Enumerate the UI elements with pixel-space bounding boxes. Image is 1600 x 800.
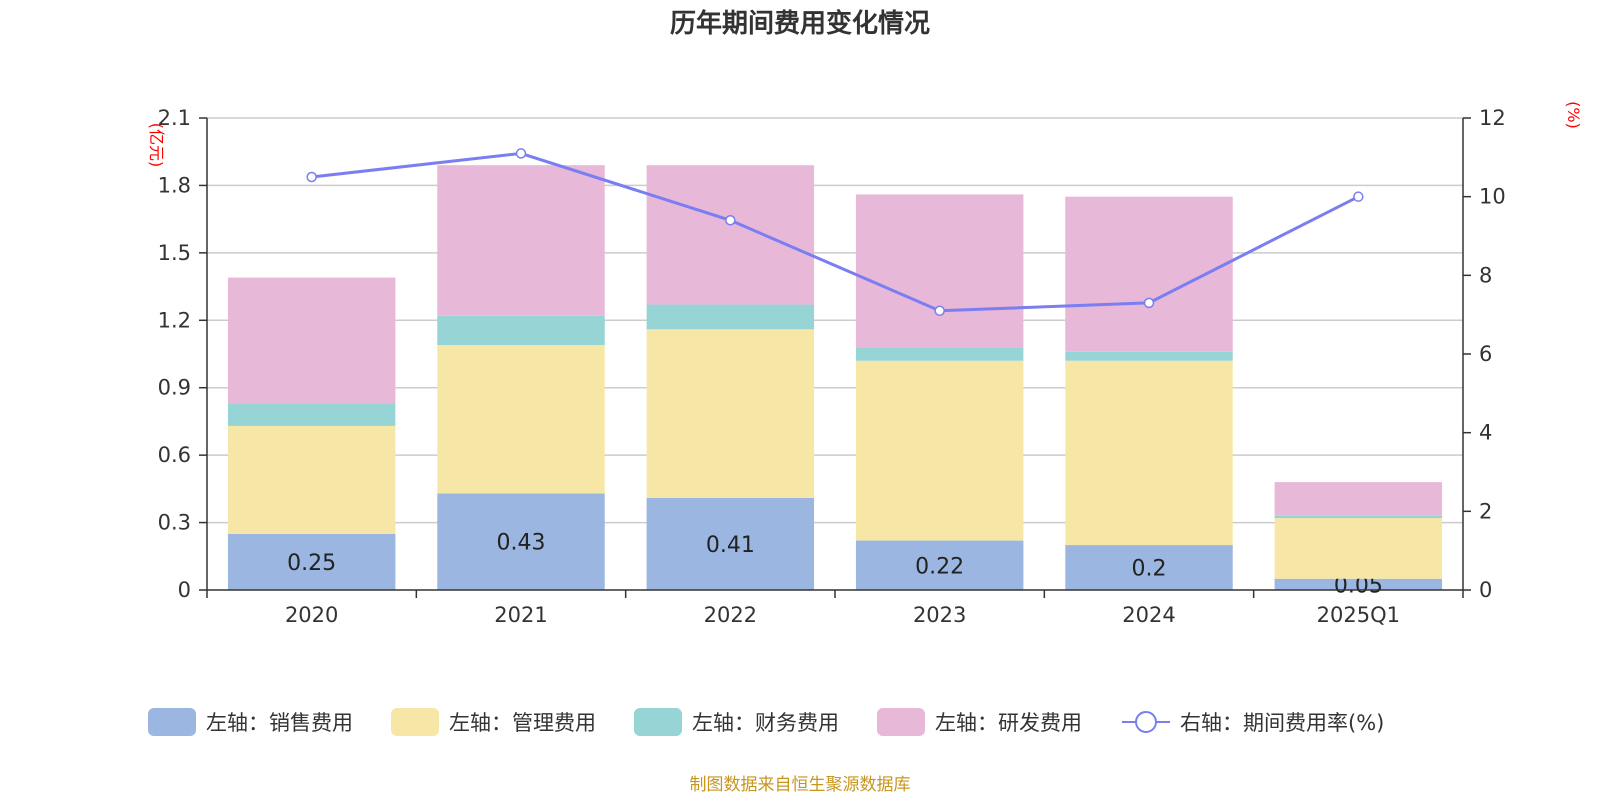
bars: 0.250.43 0.410.22 0.20.05 — [227, 165, 1443, 598]
right-tick-label: 4 — [1479, 421, 1492, 445]
bar-segment — [227, 533, 396, 590]
bar-segment — [1065, 545, 1233, 590]
legend-swatch — [634, 708, 682, 736]
legend-label: 左轴：销售费用 — [206, 711, 353, 735]
grid — [207, 117, 1463, 524]
right-tick-label: 2 — [1479, 499, 1492, 523]
bar-segment — [227, 277, 396, 404]
bar-segment — [1065, 360, 1233, 546]
right-tick-label: 0 — [1479, 578, 1492, 602]
data-label: 0.43 — [497, 531, 546, 556]
left-axis-unit: (亿元) — [147, 123, 166, 168]
bar-segment — [1274, 515, 1443, 519]
line-point — [1353, 191, 1364, 202]
right-tick-label: 12 — [1479, 106, 1506, 130]
right-axis-unit: (%) — [1564, 101, 1583, 129]
left-tick-label: 1.5 — [158, 241, 191, 265]
legend-label: 左轴：财务费用 — [692, 711, 839, 735]
line-point — [306, 171, 317, 183]
line-point — [725, 215, 736, 226]
data-label: 0.22 — [915, 554, 964, 579]
expense-rate-line — [306, 148, 1364, 316]
bar-segment — [646, 165, 815, 305]
legend-marker — [1135, 711, 1157, 733]
legend-label: 右轴：期间费用率(%) — [1180, 711, 1384, 735]
data-label: 0.41 — [706, 533, 755, 558]
right-tick-label: 8 — [1479, 263, 1492, 287]
x-tick-label: 2022 — [704, 603, 757, 627]
left-tick-label: 0 — [178, 578, 191, 602]
legend-label: 左轴：管理费用 — [449, 711, 596, 735]
left-tick-label: 1.8 — [158, 173, 191, 197]
bar-segment — [855, 360, 1024, 541]
line-point — [1143, 297, 1155, 309]
bar-segment — [227, 403, 396, 426]
source-note: 制图数据来自恒生聚源数据库 — [690, 775, 911, 795]
legend-label: 左轴：研发费用 — [935, 711, 1082, 735]
x-tick-label: 2020 — [285, 603, 338, 627]
x-tick-label: 2021 — [494, 603, 547, 627]
bar-segment — [646, 304, 815, 330]
chart-title: 历年期间费用变化情况 — [670, 8, 930, 39]
line-point — [515, 148, 527, 159]
axes: 0 0.3 0.6 0.9 1.2 1.5 1.8 2.1 0 2 4 6 8 10 12 2020 2021 2… — [158, 106, 1506, 627]
bar-segment — [227, 425, 396, 534]
right-tick-label: 6 — [1479, 342, 1492, 366]
left-tick-label: 1.2 — [158, 308, 191, 332]
bar-segment — [1065, 351, 1233, 361]
bar-segment — [437, 345, 605, 494]
legend-swatch — [391, 708, 439, 736]
left-tick-label: 0.6 — [158, 443, 191, 467]
legend-swatch — [148, 708, 196, 736]
bar-segment — [855, 194, 1024, 348]
x-tick-label: 2023 — [913, 603, 966, 627]
bar-segment — [437, 493, 605, 590]
bar-segment — [646, 497, 815, 590]
bar-segment — [855, 540, 1024, 590]
line-path — [311, 151, 1360, 313]
data-label: 0.25 — [287, 551, 336, 576]
left-tick-label: 2.1 — [158, 106, 191, 130]
legend: 左轴：销售费用 左轴：管理费用 左轴：财务费用 左轴：研发费用 右轴：期间费用率(%) — [148, 708, 1384, 736]
bar-segment — [1274, 482, 1443, 516]
bar-segment — [646, 329, 815, 498]
bar-segment — [1274, 578, 1443, 590]
bar-segment — [1274, 518, 1443, 579]
data-label: 0.2 — [1132, 557, 1167, 582]
x-tick-label: 2024 — [1122, 603, 1175, 627]
legend-swatch — [877, 708, 925, 736]
bar-segment — [437, 165, 605, 316]
bar-segment — [437, 315, 605, 346]
bar-segment — [855, 347, 1024, 361]
left-tick-label: 0.9 — [158, 376, 191, 400]
x-tick-label: 2025Q1 — [1317, 603, 1400, 627]
line-point — [934, 305, 945, 316]
right-tick-label: 10 — [1479, 185, 1506, 209]
left-tick-label: 0.3 — [158, 511, 191, 535]
